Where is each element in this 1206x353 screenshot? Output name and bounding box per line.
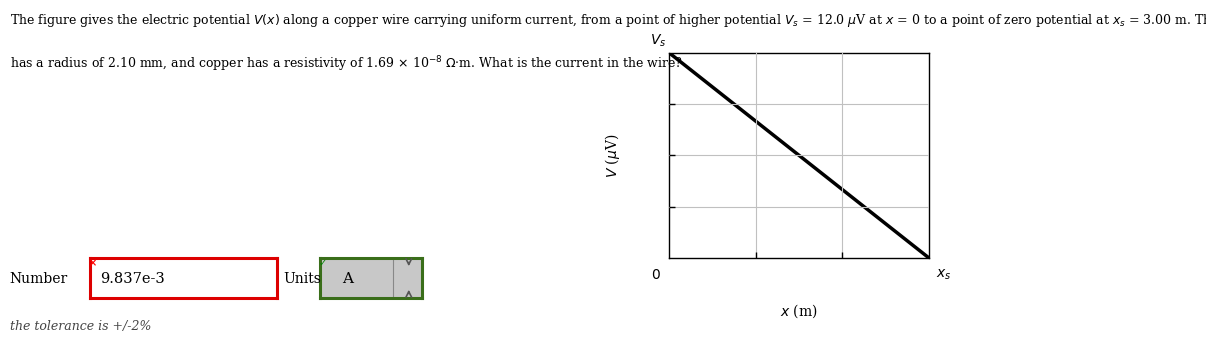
Text: $V$ ($\mu$V): $V$ ($\mu$V) xyxy=(603,133,622,178)
Text: The figure gives the electric potential $V(x)$ along a copper wire carrying unif: The figure gives the electric potential … xyxy=(10,12,1206,29)
Text: $x_s$: $x_s$ xyxy=(936,268,952,282)
Text: A: A xyxy=(343,272,353,286)
Text: Units: Units xyxy=(283,272,321,286)
Text: has a radius of 2.10 mm, and copper has a resistivity of 1.69 $\times$ 10$^{-8}$: has a radius of 2.10 mm, and copper has … xyxy=(10,55,683,74)
Text: ✓: ✓ xyxy=(318,258,327,268)
Text: $x$ (m): $x$ (m) xyxy=(780,303,818,321)
Text: $0$: $0$ xyxy=(651,268,661,282)
Text: Number: Number xyxy=(10,272,68,286)
Text: 9.837e-3: 9.837e-3 xyxy=(100,272,164,286)
Text: ×: × xyxy=(89,258,98,268)
Text: $V_s$: $V_s$ xyxy=(650,32,667,49)
Text: the tolerance is +/-2%: the tolerance is +/-2% xyxy=(10,320,151,333)
